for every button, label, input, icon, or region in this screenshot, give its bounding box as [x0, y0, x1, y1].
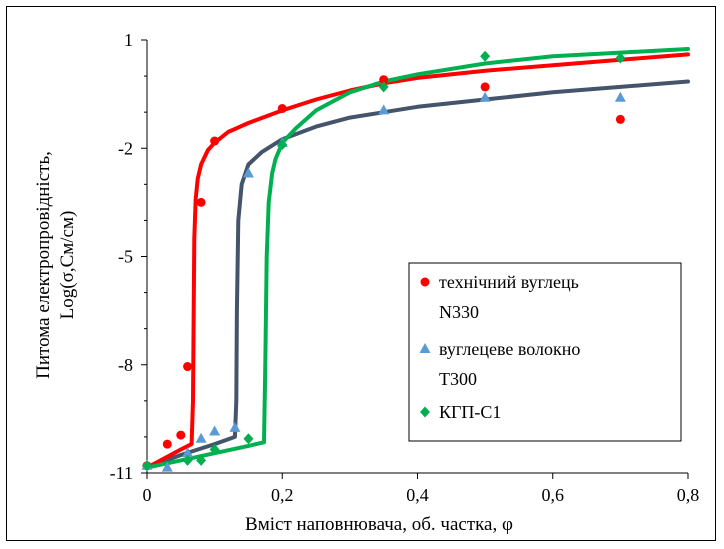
series-3-point [378, 81, 389, 93]
x-tick-label: 0,2 [271, 485, 294, 505]
x-axis-label: Вміст наповнювача, об. частка, φ [245, 514, 513, 535]
series-2-point [229, 421, 241, 432]
x-tick-label: 0,6 [542, 485, 565, 505]
data-markers [141, 50, 626, 472]
series-2-point [479, 91, 491, 102]
legend-label-2: вуглецеве волокно [439, 339, 580, 359]
series-2-point [614, 91, 626, 102]
series-3-curve [145, 47, 690, 470]
legend-box [408, 262, 682, 442]
series-2-curve [145, 79, 690, 470]
x-tick-label: 0,8 [677, 485, 700, 505]
chart-frame: 1 -2 -5 -8 -11 0 0,2 0,4 0,6 0,8 технічний вуглец… [6, 6, 716, 541]
series-2-point [161, 461, 173, 472]
y-tick-label: -5 [118, 247, 133, 267]
series-2-point [378, 104, 390, 115]
series-1-point [196, 197, 206, 207]
y-tick-label: -2 [118, 138, 133, 158]
series-1-point [480, 82, 490, 92]
series-3-point [142, 460, 152, 472]
legend-marker-1 [420, 277, 430, 287]
series-3-point [209, 444, 220, 456]
series-2-point [209, 425, 221, 436]
series-3-point [277, 139, 288, 151]
series-2-point [242, 167, 254, 178]
x-tick-label: 0 [143, 485, 152, 505]
legend-label-3: КГП-С1 [439, 402, 501, 422]
y-tick-label: 1 [124, 30, 133, 50]
series-3-point [243, 433, 254, 445]
series-1-point [176, 430, 186, 440]
legend-label-2-line2: Т300 [439, 369, 477, 389]
series-1-point [277, 104, 287, 114]
series-3-point [196, 454, 207, 466]
series-1-point [162, 439, 172, 449]
legend-label-1: технічний вуглець [439, 272, 579, 292]
y-tick-label: -11 [110, 463, 133, 483]
series-2-point [182, 447, 194, 458]
series-3-point [480, 50, 491, 62]
y-tick-label: -8 [118, 355, 133, 375]
axes: 1 -2 -5 -8 -11 0 0,2 0,4 0,6 0,8 [110, 30, 700, 505]
series-1-point [615, 114, 625, 124]
series-3-point [615, 52, 626, 64]
x-tick-label: 0,4 [406, 485, 429, 505]
series-1-point [379, 75, 389, 85]
series-1-point [210, 136, 220, 146]
series-3-point [182, 454, 193, 466]
legend: технічний вуглець N330 вуглецеве волокно Т3… [408, 262, 682, 442]
legend-marker-3 [420, 406, 430, 418]
legend-label-1-line2: N330 [439, 302, 479, 322]
y-axis-label-line2: Log(σ,См/см) [57, 211, 78, 320]
series-1-point [183, 362, 193, 372]
series-2-point [195, 432, 207, 443]
chart: 1 -2 -5 -8 -11 0 0,2 0,4 0,6 0,8 технічний вуглец… [33, 30, 700, 535]
legend-marker-2 [419, 343, 431, 353]
y-axis-label-line1: Питома електропровідність, [33, 151, 54, 379]
